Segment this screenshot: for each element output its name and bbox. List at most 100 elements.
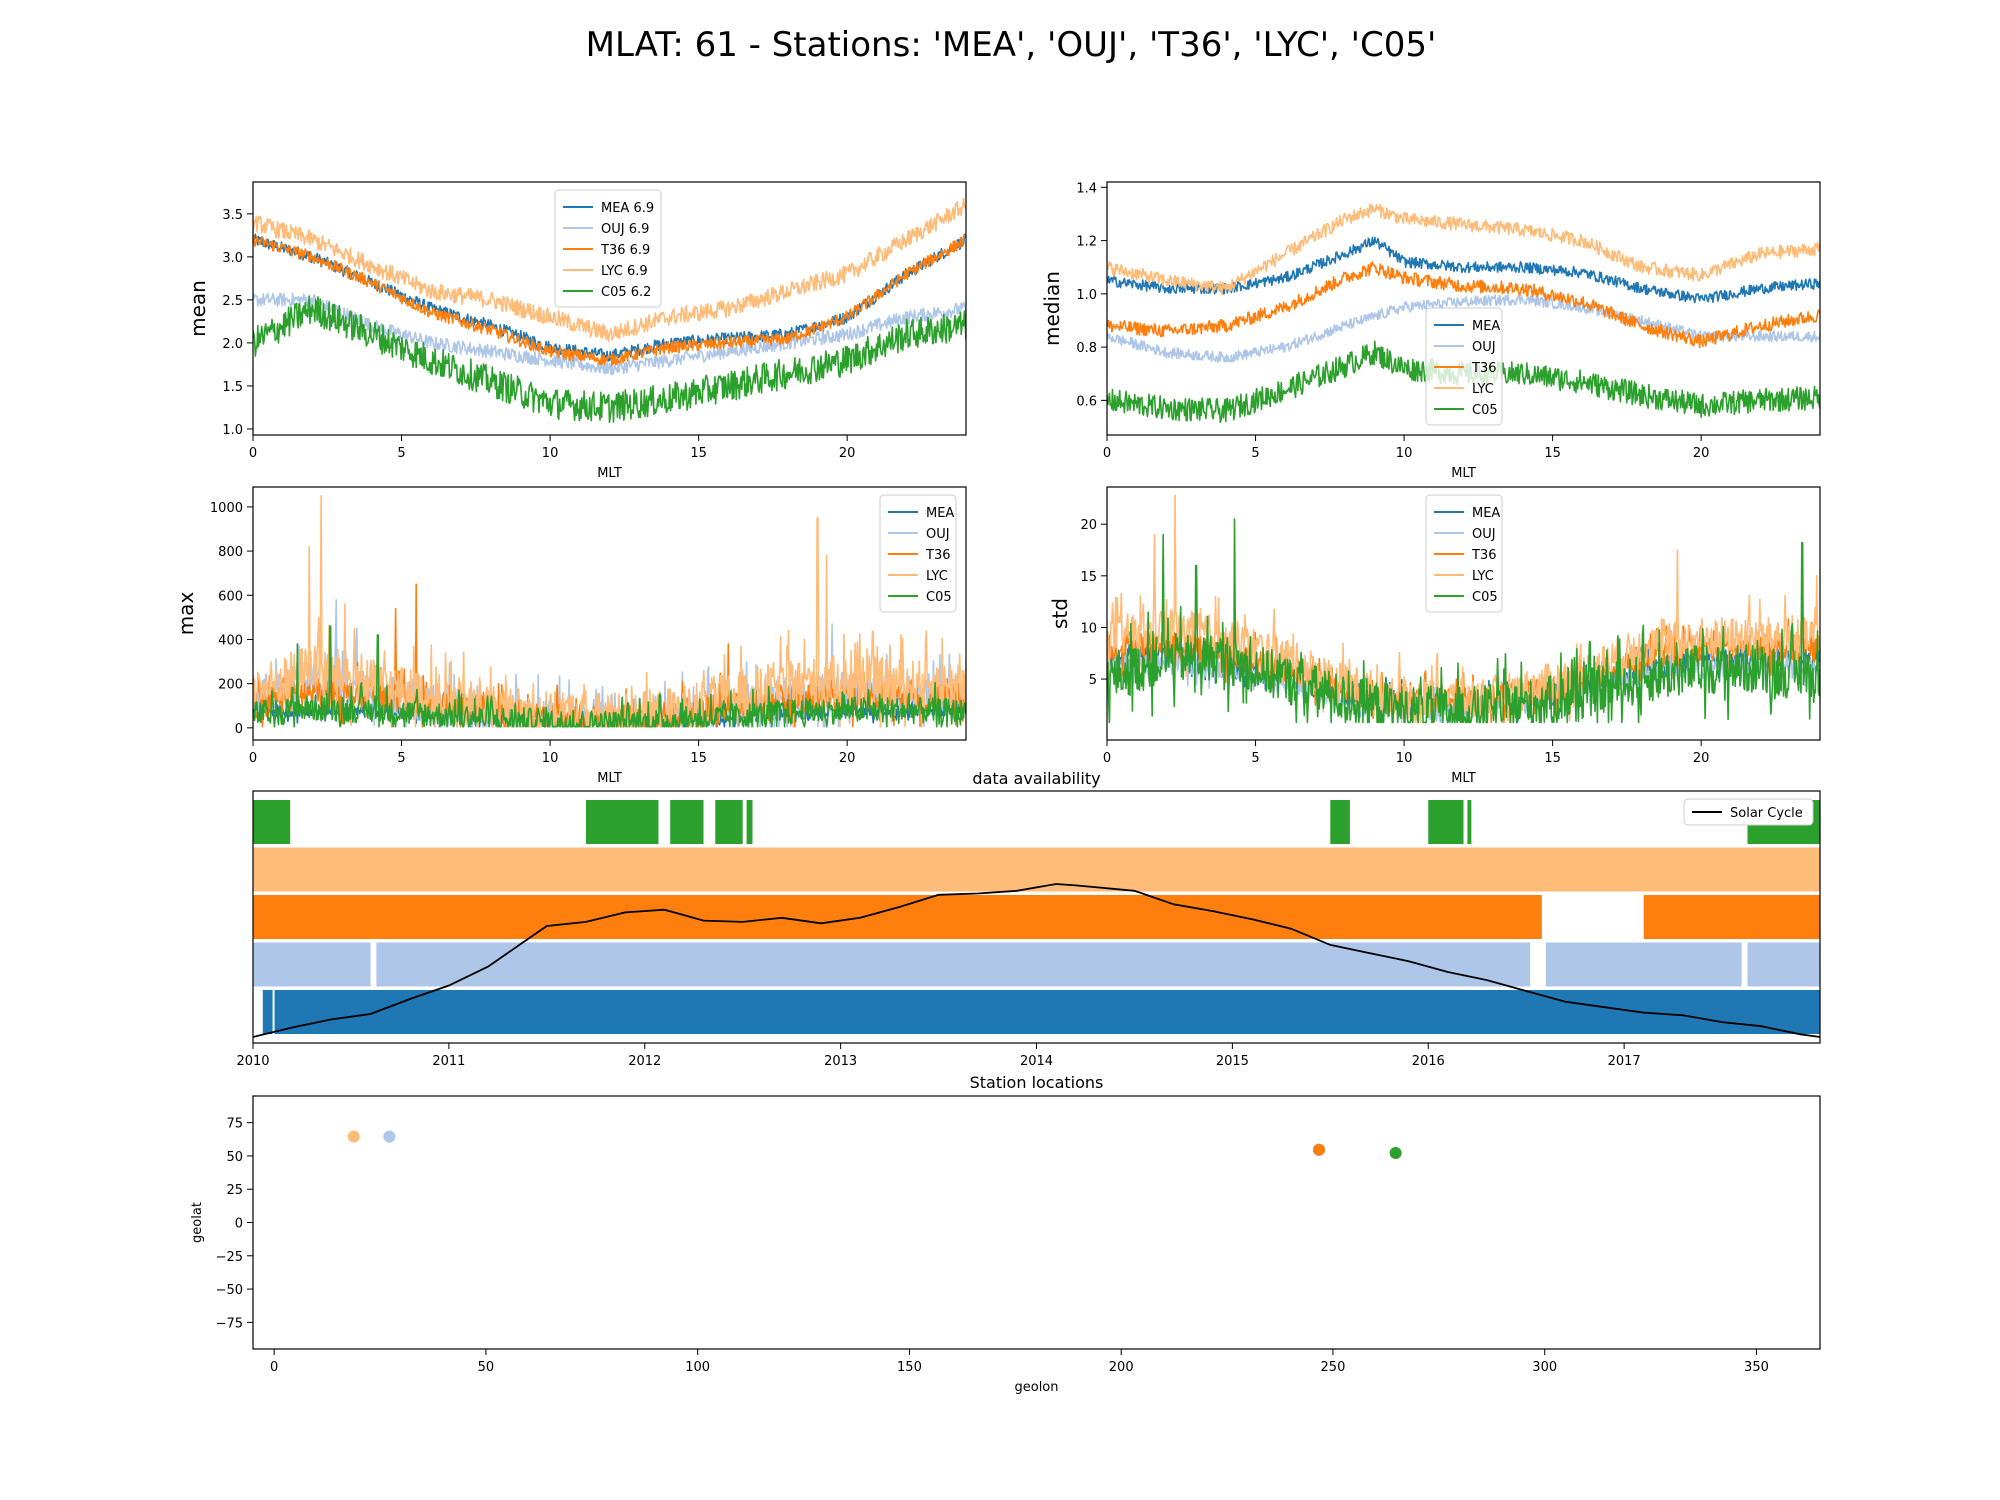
y-tick-label: 2.0	[222, 337, 243, 352]
y-axis-label: max	[174, 592, 198, 636]
availability-bar-OUJ	[1747, 942, 1820, 987]
x-tick-label: 2010	[236, 1054, 269, 1069]
availability-bar-C05	[253, 800, 291, 844]
availability-bar-T36	[1643, 895, 1820, 939]
x-tick-label: 15	[690, 446, 707, 461]
series-line-T36	[253, 233, 966, 366]
x-tick-label: 200	[1109, 1360, 1134, 1375]
station-point-C05	[1389, 1146, 1402, 1159]
subplot-availability: 2010 2011 2012 2013 2014 2015 2016 2017 data ava…	[236, 769, 1821, 1069]
axes-frame	[252, 1095, 1821, 1350]
x-tick-label: 300	[1532, 1360, 1557, 1375]
y-axis-label: mean	[186, 280, 210, 337]
locations-title: Station locations	[970, 1073, 1104, 1092]
x-axis-label: MLT	[597, 771, 622, 786]
legend-label-MEA: MEA	[926, 506, 954, 521]
x-axis-label: MLT	[597, 466, 622, 481]
availability-bar-OUJ	[1545, 942, 1742, 987]
y-tick-label: −50	[216, 1283, 243, 1298]
legend-label-OUJ: OUJ 6.9	[601, 222, 649, 237]
legend-frame	[1683, 798, 1814, 826]
legend-frame	[554, 189, 662, 308]
y-tick-label: 50	[226, 1150, 243, 1165]
legend-label-LYC: LYC	[1472, 569, 1494, 584]
legend-label-solar: Solar Cycle	[1730, 806, 1803, 821]
x-tick-label: 10	[1396, 751, 1413, 766]
legend-label-C05: C05	[926, 590, 952, 605]
availability-title: data availability	[972, 769, 1100, 788]
y-tick-label: 1000	[210, 501, 243, 516]
x-tick-label: 15	[1544, 751, 1561, 766]
y-tick-label: 15	[1080, 570, 1097, 585]
y-tick-label: 75	[226, 1117, 243, 1132]
legend-label-C05: C05	[1472, 403, 1498, 418]
y-tick-label: 1.0	[1076, 288, 1097, 303]
legend-label-OUJ: OUJ	[1472, 527, 1496, 542]
x-tick-label: 5	[1251, 446, 1259, 461]
series-line-LYC	[1107, 203, 1820, 296]
y-tick-label: 0.8	[1076, 341, 1097, 356]
x-tick-label: 350	[1744, 1360, 1769, 1375]
y-tick-label: 0	[235, 1217, 243, 1232]
availability-bar-C05	[1467, 800, 1472, 844]
legend-label-MEA: MEA 6.9	[601, 201, 654, 216]
legend: MEA OUJ T36 LYC C05	[879, 494, 957, 613]
series-line-C05	[1107, 518, 1820, 724]
availability-bar-C05	[746, 800, 753, 844]
y-tick-label: 3.0	[222, 251, 243, 266]
subplots-container: 0 5 10 15 20 1.0 1.5 2.0 2.5 3.0 3.5 MLT mean MEA 6.9…	[174, 181, 1821, 1395]
y-tick-label: 800	[218, 545, 243, 560]
y-tick-label: 200	[218, 678, 243, 693]
figure-title: MLAT: 61 - Stations: 'MEA', 'OUJ', 'T36'…	[586, 25, 1437, 65]
legend-label-T36: T36	[925, 548, 950, 563]
x-tick-label: 150	[897, 1360, 922, 1375]
series-line-C05	[253, 625, 966, 728]
axes-frame	[252, 181, 967, 436]
y-tick-label: 0.6	[1076, 394, 1097, 409]
series-group	[1107, 203, 1820, 424]
x-tick-label: 0	[270, 1360, 278, 1375]
series-line-T36	[1107, 261, 1820, 349]
legend-label-T36: T36	[1471, 361, 1496, 376]
y-tick-label: 2.5	[222, 294, 243, 309]
availability-bar-C05	[585, 800, 659, 844]
x-tick-label: 0	[249, 446, 257, 461]
y-axis-label: median	[1040, 271, 1064, 346]
series-line-OUJ	[253, 292, 966, 376]
legend-label-OUJ: OUJ	[926, 527, 950, 542]
availability-bar-OUJ	[253, 942, 371, 987]
station-point-LYC	[347, 1130, 360, 1143]
x-tick-label: 20	[839, 751, 856, 766]
x-tick-label: 250	[1321, 1360, 1346, 1375]
availability-bar-C05	[1428, 800, 1464, 844]
y-tick-label: 0	[235, 722, 243, 737]
subplot-locations: 0 50 100 150 200 250 300 350 −75 −50 −25 0 25 50 75 Sta…	[190, 1073, 1821, 1395]
x-tick-label: 15	[1544, 446, 1561, 461]
x-tick-label: 15	[690, 751, 707, 766]
x-tick-label: 2013	[824, 1054, 857, 1069]
legend-label-T36: T36	[1471, 548, 1496, 563]
y-tick-label: 25	[226, 1183, 243, 1198]
axes-frame	[252, 486, 967, 741]
solar-cycle-line	[252, 883, 1821, 1038]
x-axis-label: MLT	[1451, 771, 1476, 786]
x-axis-label: MLT	[1451, 466, 1476, 481]
legend-label-LYC: LYC	[1472, 382, 1494, 397]
x-tick-label: 5	[1251, 751, 1259, 766]
axes-frame	[1106, 486, 1821, 741]
y-axis-label: geolat	[190, 1202, 205, 1243]
legend-label-MEA: MEA	[1472, 319, 1500, 334]
series-group	[1107, 494, 1820, 724]
y-tick-label: 10	[1080, 621, 1097, 636]
x-tick-label: 0	[1103, 446, 1111, 461]
legend: MEA OUJ T36 LYC C05	[1425, 494, 1503, 613]
y-tick-label: 1.4	[1076, 181, 1097, 196]
y-tick-label: 1.5	[222, 380, 243, 395]
subplot-std: 0 5 10 15 20 5 10 15 20 MLT std MEA OUJ T36 LYC C05	[1048, 486, 1821, 786]
legend: MEA OUJ T36 LYC C05	[1425, 307, 1503, 426]
availability-bar-C05	[670, 800, 704, 844]
station-point-OUJ	[383, 1130, 396, 1143]
legend-label-MEA: MEA	[1472, 506, 1500, 521]
x-tick-label: 2011	[432, 1054, 465, 1069]
legend-label-LYC: LYC 6.9	[601, 264, 648, 279]
